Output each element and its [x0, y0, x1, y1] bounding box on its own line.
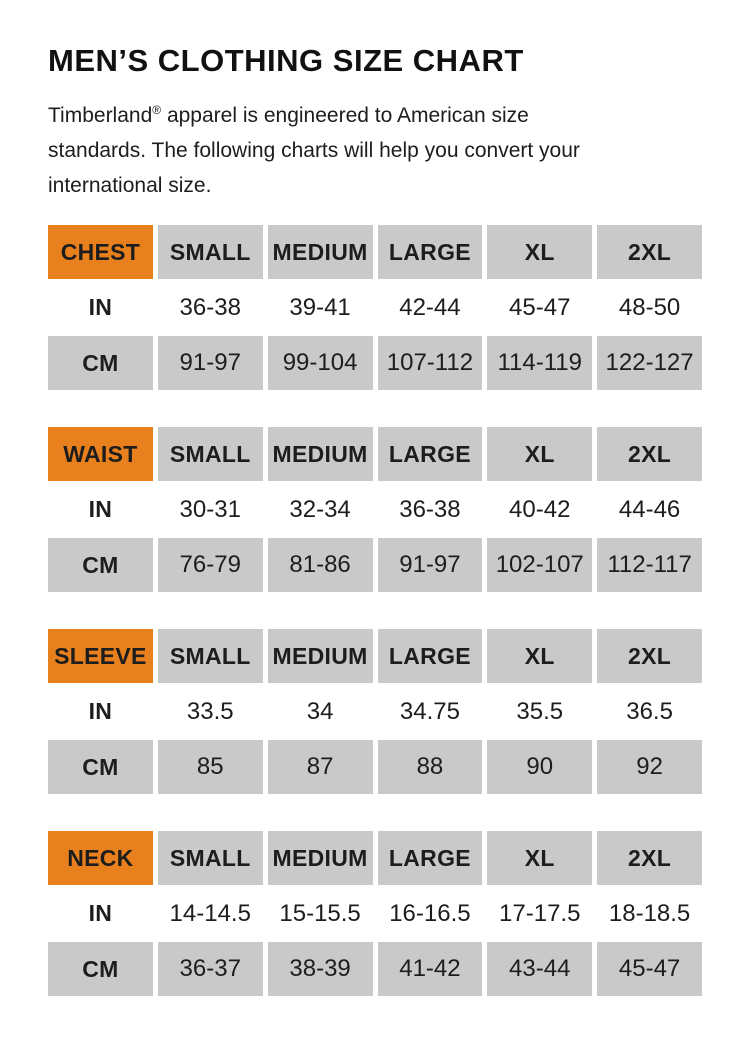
column-header-xl: XL: [487, 225, 593, 279]
unit-label-waist-in: IN: [88, 496, 113, 522]
value-cell: 36-38: [179, 293, 241, 321]
value-cell: 81-86: [267, 538, 373, 592]
table-label-sleeve: SLEEVE: [48, 629, 153, 683]
column-header-2xl: 2XL: [597, 225, 702, 279]
table-label-neck: NECK: [48, 831, 153, 885]
value-cell: 90: [487, 740, 593, 794]
value-cell: 102-107: [487, 538, 593, 592]
value-cell: 114-119: [487, 336, 593, 390]
value-cell: 42-44: [399, 293, 461, 321]
value-cell: 99-104: [267, 336, 373, 390]
value-cell: 39-41: [289, 293, 351, 321]
column-header-2xl: 2XL: [597, 427, 702, 481]
column-header-large: LARGE: [377, 629, 483, 683]
value-cell: 92: [597, 740, 702, 794]
size-table-chest: CHEST SMALL MEDIUM LARGE XL 2XL IN 36-38 39-41 42…: [48, 225, 702, 390]
value-cell: 87: [267, 740, 373, 794]
intro-text-body: apparel is engineered to American size s…: [48, 104, 580, 197]
column-header-large: LARGE: [377, 225, 483, 279]
size-tables: CHEST SMALL MEDIUM LARGE XL 2XL IN 36-38 39-41 42…: [48, 225, 702, 996]
value-cell: 45-47: [597, 942, 702, 996]
unit-label-neck-cm: CM: [48, 942, 153, 996]
value-cell: 40-42: [509, 495, 571, 523]
value-cell: 44-46: [618, 495, 681, 523]
column-header-large: LARGE: [377, 427, 483, 481]
intro-text: Timberland® apparel is engineered to Ame…: [48, 98, 623, 203]
value-cell: 36.5: [626, 697, 673, 725]
value-cell: 30-31: [179, 495, 241, 523]
column-header-small: SMALL: [157, 427, 263, 481]
value-cell: 43-44: [487, 942, 593, 996]
unit-label-sleeve-in: IN: [88, 698, 113, 724]
value-cell: 38-39: [267, 942, 373, 996]
table-label-waist: WAIST: [48, 427, 153, 481]
value-cell: 91-97: [157, 336, 263, 390]
column-header-xl: XL: [487, 629, 593, 683]
value-cell: 45-47: [509, 293, 571, 321]
table-label-chest: CHEST: [48, 225, 153, 279]
value-cell: 14-14.5: [169, 899, 251, 927]
unit-label-chest-in: IN: [88, 294, 113, 320]
value-cell: 17-17.5: [499, 899, 581, 927]
column-header-2xl: 2XL: [597, 629, 702, 683]
column-header-medium: MEDIUM: [267, 831, 373, 885]
value-cell: 48-50: [618, 293, 681, 321]
column-header-medium: MEDIUM: [267, 629, 373, 683]
value-cell: 15-15.5: [279, 899, 361, 927]
unit-label-waist-cm: CM: [48, 538, 153, 592]
value-cell: 18-18.5: [608, 899, 691, 927]
value-cell: 88: [377, 740, 483, 794]
value-cell: 41-42: [377, 942, 483, 996]
column-header-xl: XL: [487, 831, 593, 885]
column-header-2xl: 2XL: [597, 831, 702, 885]
column-header-small: SMALL: [157, 831, 263, 885]
value-cell: 91-97: [377, 538, 483, 592]
value-cell: 32-34: [289, 495, 351, 523]
size-table-neck: NECK SMALL MEDIUM LARGE XL 2XL IN 14-14.5 15-15.…: [48, 831, 702, 996]
unit-label-chest-cm: CM: [48, 336, 153, 390]
size-table-waist: WAIST SMALL MEDIUM LARGE XL 2XL IN 30-31 32-34 36…: [48, 427, 702, 592]
value-cell: 16-16.5: [389, 899, 471, 927]
unit-label-neck-in: IN: [88, 900, 113, 926]
value-cell: 35.5: [516, 697, 564, 725]
value-cell: 122-127: [597, 336, 702, 390]
value-cell: 36-38: [399, 495, 461, 523]
value-cell: 85: [157, 740, 263, 794]
column-header-small: SMALL: [157, 629, 263, 683]
value-cell: 33.5: [186, 697, 234, 725]
column-header-medium: MEDIUM: [267, 427, 373, 481]
value-cell: 36-37: [157, 942, 263, 996]
page-title: MEN’S CLOTHING SIZE CHART: [48, 43, 524, 78]
column-header-medium: MEDIUM: [267, 225, 373, 279]
column-header-xl: XL: [487, 427, 593, 481]
unit-label-sleeve-cm: CM: [48, 740, 153, 794]
column-header-large: LARGE: [377, 831, 483, 885]
value-cell: 107-112: [377, 336, 483, 390]
value-cell: 34: [306, 697, 334, 725]
value-cell: 34.75: [399, 697, 460, 725]
registered-trademark: ®: [152, 103, 162, 117]
value-cell: 112-117: [597, 538, 702, 592]
size-table-sleeve: SLEEVE SMALL MEDIUM LARGE XL 2XL IN 33.5 34 34.75…: [48, 629, 702, 794]
value-cell: 76-79: [157, 538, 263, 592]
column-header-small: SMALL: [157, 225, 263, 279]
brand-name: Timberland: [48, 104, 153, 127]
